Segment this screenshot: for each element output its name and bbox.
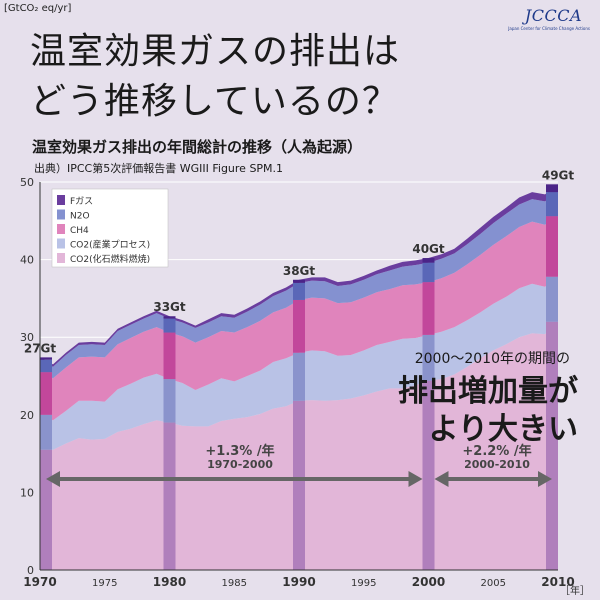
highlight-bar-2010-seg-0 bbox=[546, 321, 558, 570]
y-tick-label-20: 20 bbox=[20, 409, 34, 422]
x-tick-label-2010: 2010 bbox=[541, 575, 574, 589]
highlight-bar-2010-seg-2 bbox=[546, 216, 558, 277]
bar-label-2000: 40Gt bbox=[412, 242, 445, 256]
arrow-2000-2010-head-left bbox=[434, 471, 449, 487]
highlight-bar-1980-seg-1 bbox=[163, 379, 176, 423]
x-unit-label: ［年］ bbox=[560, 584, 590, 597]
bar-label-2010: 49Gt bbox=[542, 168, 575, 182]
highlight-bar-1980-seg-3 bbox=[163, 318, 176, 333]
highlight-bar-2000-seg-2 bbox=[422, 282, 435, 335]
highlight-bar-1980-seg-2 bbox=[163, 332, 176, 380]
highlight-bar-1980-seg-4 bbox=[163, 316, 176, 319]
y-tick-label-40: 40 bbox=[20, 254, 34, 267]
growth-period-1970-2000: 1970-2000 bbox=[207, 458, 273, 471]
legend-swatch-0 bbox=[57, 195, 65, 205]
bar-label-1980: 33Gt bbox=[153, 300, 186, 314]
highlight-bar-1990-seg-0 bbox=[293, 400, 305, 570]
highlight-bar-1990-seg-2 bbox=[293, 299, 305, 353]
legend-swatch-3 bbox=[57, 238, 65, 249]
logo-text: JCCCA bbox=[524, 6, 582, 25]
growth-period-2000-2010: 2000-2010 bbox=[464, 458, 530, 471]
highlight-bar-1970-seg-0 bbox=[40, 449, 52, 570]
chart-title: 温室効果ガス排出の年間総計の推移（人為起源） bbox=[32, 138, 363, 156]
x-tick-label-2000: 2000 bbox=[412, 575, 445, 589]
x-tick-label-1980: 1980 bbox=[153, 575, 186, 589]
arrow-2000-2010-head-right bbox=[538, 471, 552, 487]
bar-label-1990: 38Gt bbox=[283, 264, 316, 278]
growth-rate-2000-2010: +2.2% /年 bbox=[462, 444, 532, 459]
y-tick-label-50: 50 bbox=[20, 176, 34, 189]
highlight-bar-1970-seg-2 bbox=[40, 372, 52, 415]
x-tick-label-1995: 1995 bbox=[351, 578, 376, 589]
chart-source: 出典）IPCC第5次評価報告書 WGIII Figure SPM.1 bbox=[34, 162, 284, 175]
y-tick-label-0: 0 bbox=[27, 564, 34, 577]
callout-line-1: 2000～2010年の期間の bbox=[414, 351, 570, 367]
x-tick-label-1990: 1990 bbox=[282, 575, 315, 589]
highlight-bar-1970-seg-4 bbox=[40, 357, 52, 360]
x-tick-label-2005: 2005 bbox=[481, 578, 506, 589]
headline-line-2: どう推移しているの？ bbox=[30, 81, 399, 122]
highlight-bar-2010-seg-3 bbox=[546, 192, 558, 217]
highlight-bar-2010-seg-4 bbox=[546, 184, 558, 193]
legend-label-1: N2O bbox=[70, 212, 90, 222]
y-tick-label-30: 30 bbox=[20, 331, 34, 344]
legend-label-3: CO2(産業プロセス) bbox=[70, 239, 150, 251]
x-tick-label-1970: 1970 bbox=[23, 575, 56, 589]
highlight-bar-2000-seg-0 bbox=[422, 380, 435, 570]
highlight-bar-1990-seg-4 bbox=[293, 279, 305, 283]
highlight-bar-2000-seg-3 bbox=[422, 262, 435, 283]
legend-box bbox=[51, 188, 169, 268]
legend-swatch-1 bbox=[57, 209, 65, 220]
x-tick-label-1985: 1985 bbox=[222, 578, 247, 589]
highlight-bar-1990-seg-3 bbox=[293, 282, 305, 300]
legend-label-2: CH4 bbox=[70, 226, 89, 236]
legend-swatch-2 bbox=[57, 224, 65, 234]
highlight-bar-1980-seg-0 bbox=[163, 422, 176, 570]
legend-label-4: CO2(化石燃料燃焼) bbox=[70, 253, 150, 265]
unit-label: [GtCO₂ eq/yr] bbox=[4, 3, 72, 14]
highlight-bar-2010-seg-1 bbox=[546, 276, 558, 322]
callout-line-3: より大きい bbox=[428, 412, 578, 447]
arrow-1970-2000-head-left bbox=[46, 471, 60, 487]
highlight-bar-2000-seg-4 bbox=[422, 258, 435, 263]
highlight-bar-1970-seg-1 bbox=[40, 414, 52, 450]
x-tick-label-1975: 1975 bbox=[92, 578, 117, 589]
y-tick-label-10: 10 bbox=[20, 486, 34, 499]
growth-rate-1970-2000: +1.3% /年 bbox=[205, 444, 275, 459]
logo-subtext: Japan Center for Climate Change Actions bbox=[508, 26, 590, 31]
highlight-bar-1990-seg-1 bbox=[293, 352, 305, 401]
callout-line-2: 排出増加量が bbox=[398, 374, 578, 409]
legend-label-0: Fガス bbox=[70, 196, 93, 207]
highlight-bar-1970-seg-3 bbox=[40, 359, 52, 373]
headline-line-1: 温室効果ガスの排出は bbox=[30, 31, 401, 72]
legend-swatch-4 bbox=[57, 253, 65, 263]
arrow-1970-2000-head-right bbox=[408, 471, 423, 487]
highlight-bar-2000-seg-1 bbox=[422, 334, 435, 381]
